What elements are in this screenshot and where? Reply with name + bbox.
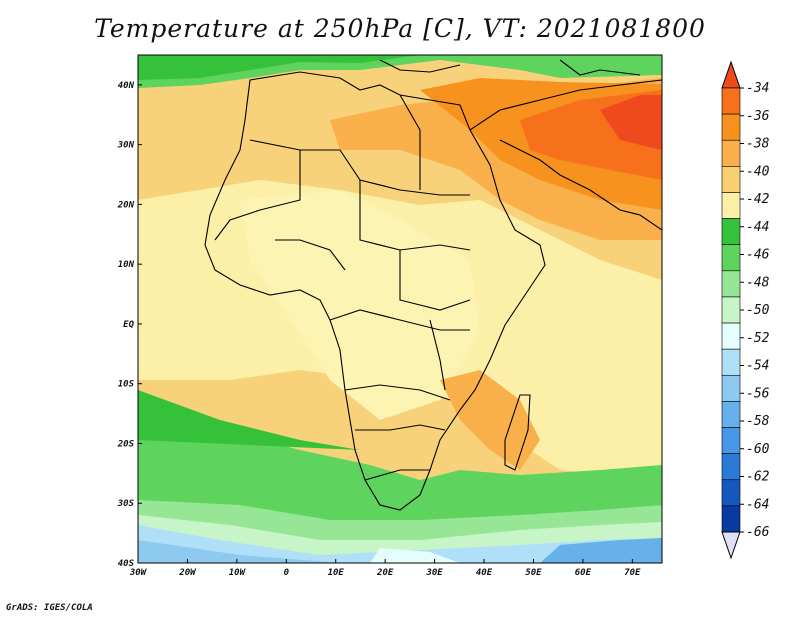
colorbar-label: -42: [746, 192, 770, 207]
colorbar-label: -38: [746, 137, 770, 152]
colorbar: -34 -36 -38 -40 -42 -44 -46 -48 -50 -52 -54 -56 -58 -…: [721, 60, 770, 560]
colorbar-segment: [721, 113, 741, 141]
colorbar-label: -60: [746, 442, 770, 457]
lat-label: 30N: [117, 141, 135, 151]
colorbar-label: -50: [746, 303, 770, 318]
colorbar-segment: [721, 505, 741, 533]
lon-label: 70E: [624, 568, 641, 578]
lon-label: 10W: [229, 568, 247, 578]
colorbar-segment: [721, 296, 741, 324]
colorbar-label: -36: [746, 109, 770, 124]
colorbar-label: -58: [746, 414, 770, 429]
lat-label: 20S: [117, 439, 135, 449]
lat-label: 40N: [118, 81, 135, 91]
lon-label: 20E: [376, 568, 394, 578]
colorbar-bottom-arrow: [721, 531, 741, 560]
colorbar-segment: [721, 427, 741, 454]
colorbar-label: -46: [746, 248, 770, 263]
credit-text: GrADS: IGES/COLA: [6, 603, 93, 613]
lat-label: 30S: [117, 499, 135, 509]
colorbar-segment: [721, 401, 741, 428]
colorbar-label: -48: [746, 275, 770, 290]
coastlines: [204, 59, 662, 511]
temperature-field: [138, 55, 662, 563]
colorbar-segment: [721, 192, 741, 219]
colorbar-label: -64: [746, 497, 769, 512]
colorbar-segment: [721, 218, 741, 246]
colorbar-segment: [721, 322, 741, 350]
colorbar-segment: [721, 479, 741, 507]
colorbar-label: -62: [746, 470, 770, 485]
colorbar-segment: [721, 374, 741, 402]
lat-label: 20N: [117, 200, 135, 210]
colorbar-label: -52: [746, 331, 770, 346]
colorbar-label: -44: [746, 220, 769, 235]
colorbar-segment: [721, 270, 741, 298]
latitude-axis: 40N 30N 20N 10N EQ 10S 20S 30S 40S: [117, 81, 142, 569]
lon-label: 20W: [178, 568, 197, 578]
lon-label: 40E: [476, 568, 493, 578]
lon-label: 50E: [525, 568, 542, 578]
colorbar-label: -66: [746, 525, 770, 540]
lat-label: EQ: [123, 320, 134, 330]
lat-label: 10S: [118, 380, 135, 390]
colorbar-label: -34: [746, 81, 769, 96]
lon-label: 30W: [129, 568, 148, 578]
colorbar-segment: [721, 453, 741, 481]
colorbar-top-arrow: [721, 60, 741, 89]
lat-label: 10N: [118, 260, 135, 270]
map-frame: [137, 54, 663, 564]
lon-label: 60E: [575, 568, 592, 578]
lon-label: 10E: [328, 568, 345, 578]
colorbar-label: -40: [746, 164, 770, 179]
colorbar-segment: [721, 87, 741, 115]
map-title: Temperature at 250hPa [C], VT: 202108180…: [94, 14, 706, 43]
colorbar-segment: [721, 139, 741, 167]
colorbar-label: -56: [746, 386, 770, 401]
colorbar-segment: [721, 166, 741, 193]
lon-label: 30E: [425, 568, 443, 578]
colorbar-segment: [721, 244, 741, 272]
longitude-axis: 30W 20W 10W 0 10E 20E 30E 40E 50E 60E 70E: [129, 559, 641, 578]
lon-label: 0: [284, 568, 290, 578]
colorbar-segment: [721, 348, 741, 376]
colorbar-label: -54: [746, 359, 769, 374]
lat-label: 40S: [118, 559, 135, 569]
